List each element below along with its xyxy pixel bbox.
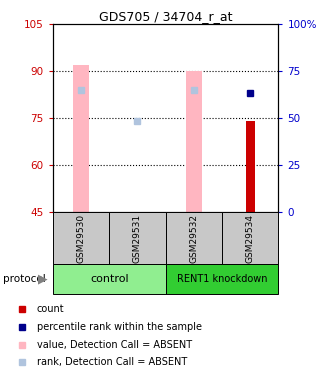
Bar bbox=[109, 212, 166, 264]
Text: control: control bbox=[90, 274, 129, 284]
Text: RENT1 knockdown: RENT1 knockdown bbox=[177, 274, 267, 284]
Bar bbox=[53, 212, 109, 264]
Text: GSM29530: GSM29530 bbox=[76, 214, 85, 262]
Text: protocol: protocol bbox=[3, 274, 46, 284]
Text: count: count bbox=[37, 304, 64, 314]
Bar bbox=[166, 264, 278, 294]
Bar bbox=[166, 212, 222, 264]
Text: ▶: ▶ bbox=[38, 273, 48, 286]
Bar bbox=[186, 71, 202, 212]
Text: GSM29532: GSM29532 bbox=[189, 214, 198, 262]
Text: value, Detection Call = ABSENT: value, Detection Call = ABSENT bbox=[37, 339, 192, 350]
Bar bbox=[222, 212, 278, 264]
Text: GSM29534: GSM29534 bbox=[246, 214, 255, 262]
Bar bbox=[53, 264, 166, 294]
Title: GDS705 / 34704_r_at: GDS705 / 34704_r_at bbox=[99, 10, 232, 23]
Text: GSM29531: GSM29531 bbox=[133, 214, 142, 262]
Text: rank, Detection Call = ABSENT: rank, Detection Call = ABSENT bbox=[37, 357, 187, 368]
Text: percentile rank within the sample: percentile rank within the sample bbox=[37, 322, 202, 332]
Bar bbox=[73, 65, 89, 212]
Bar bbox=[246, 121, 254, 212]
